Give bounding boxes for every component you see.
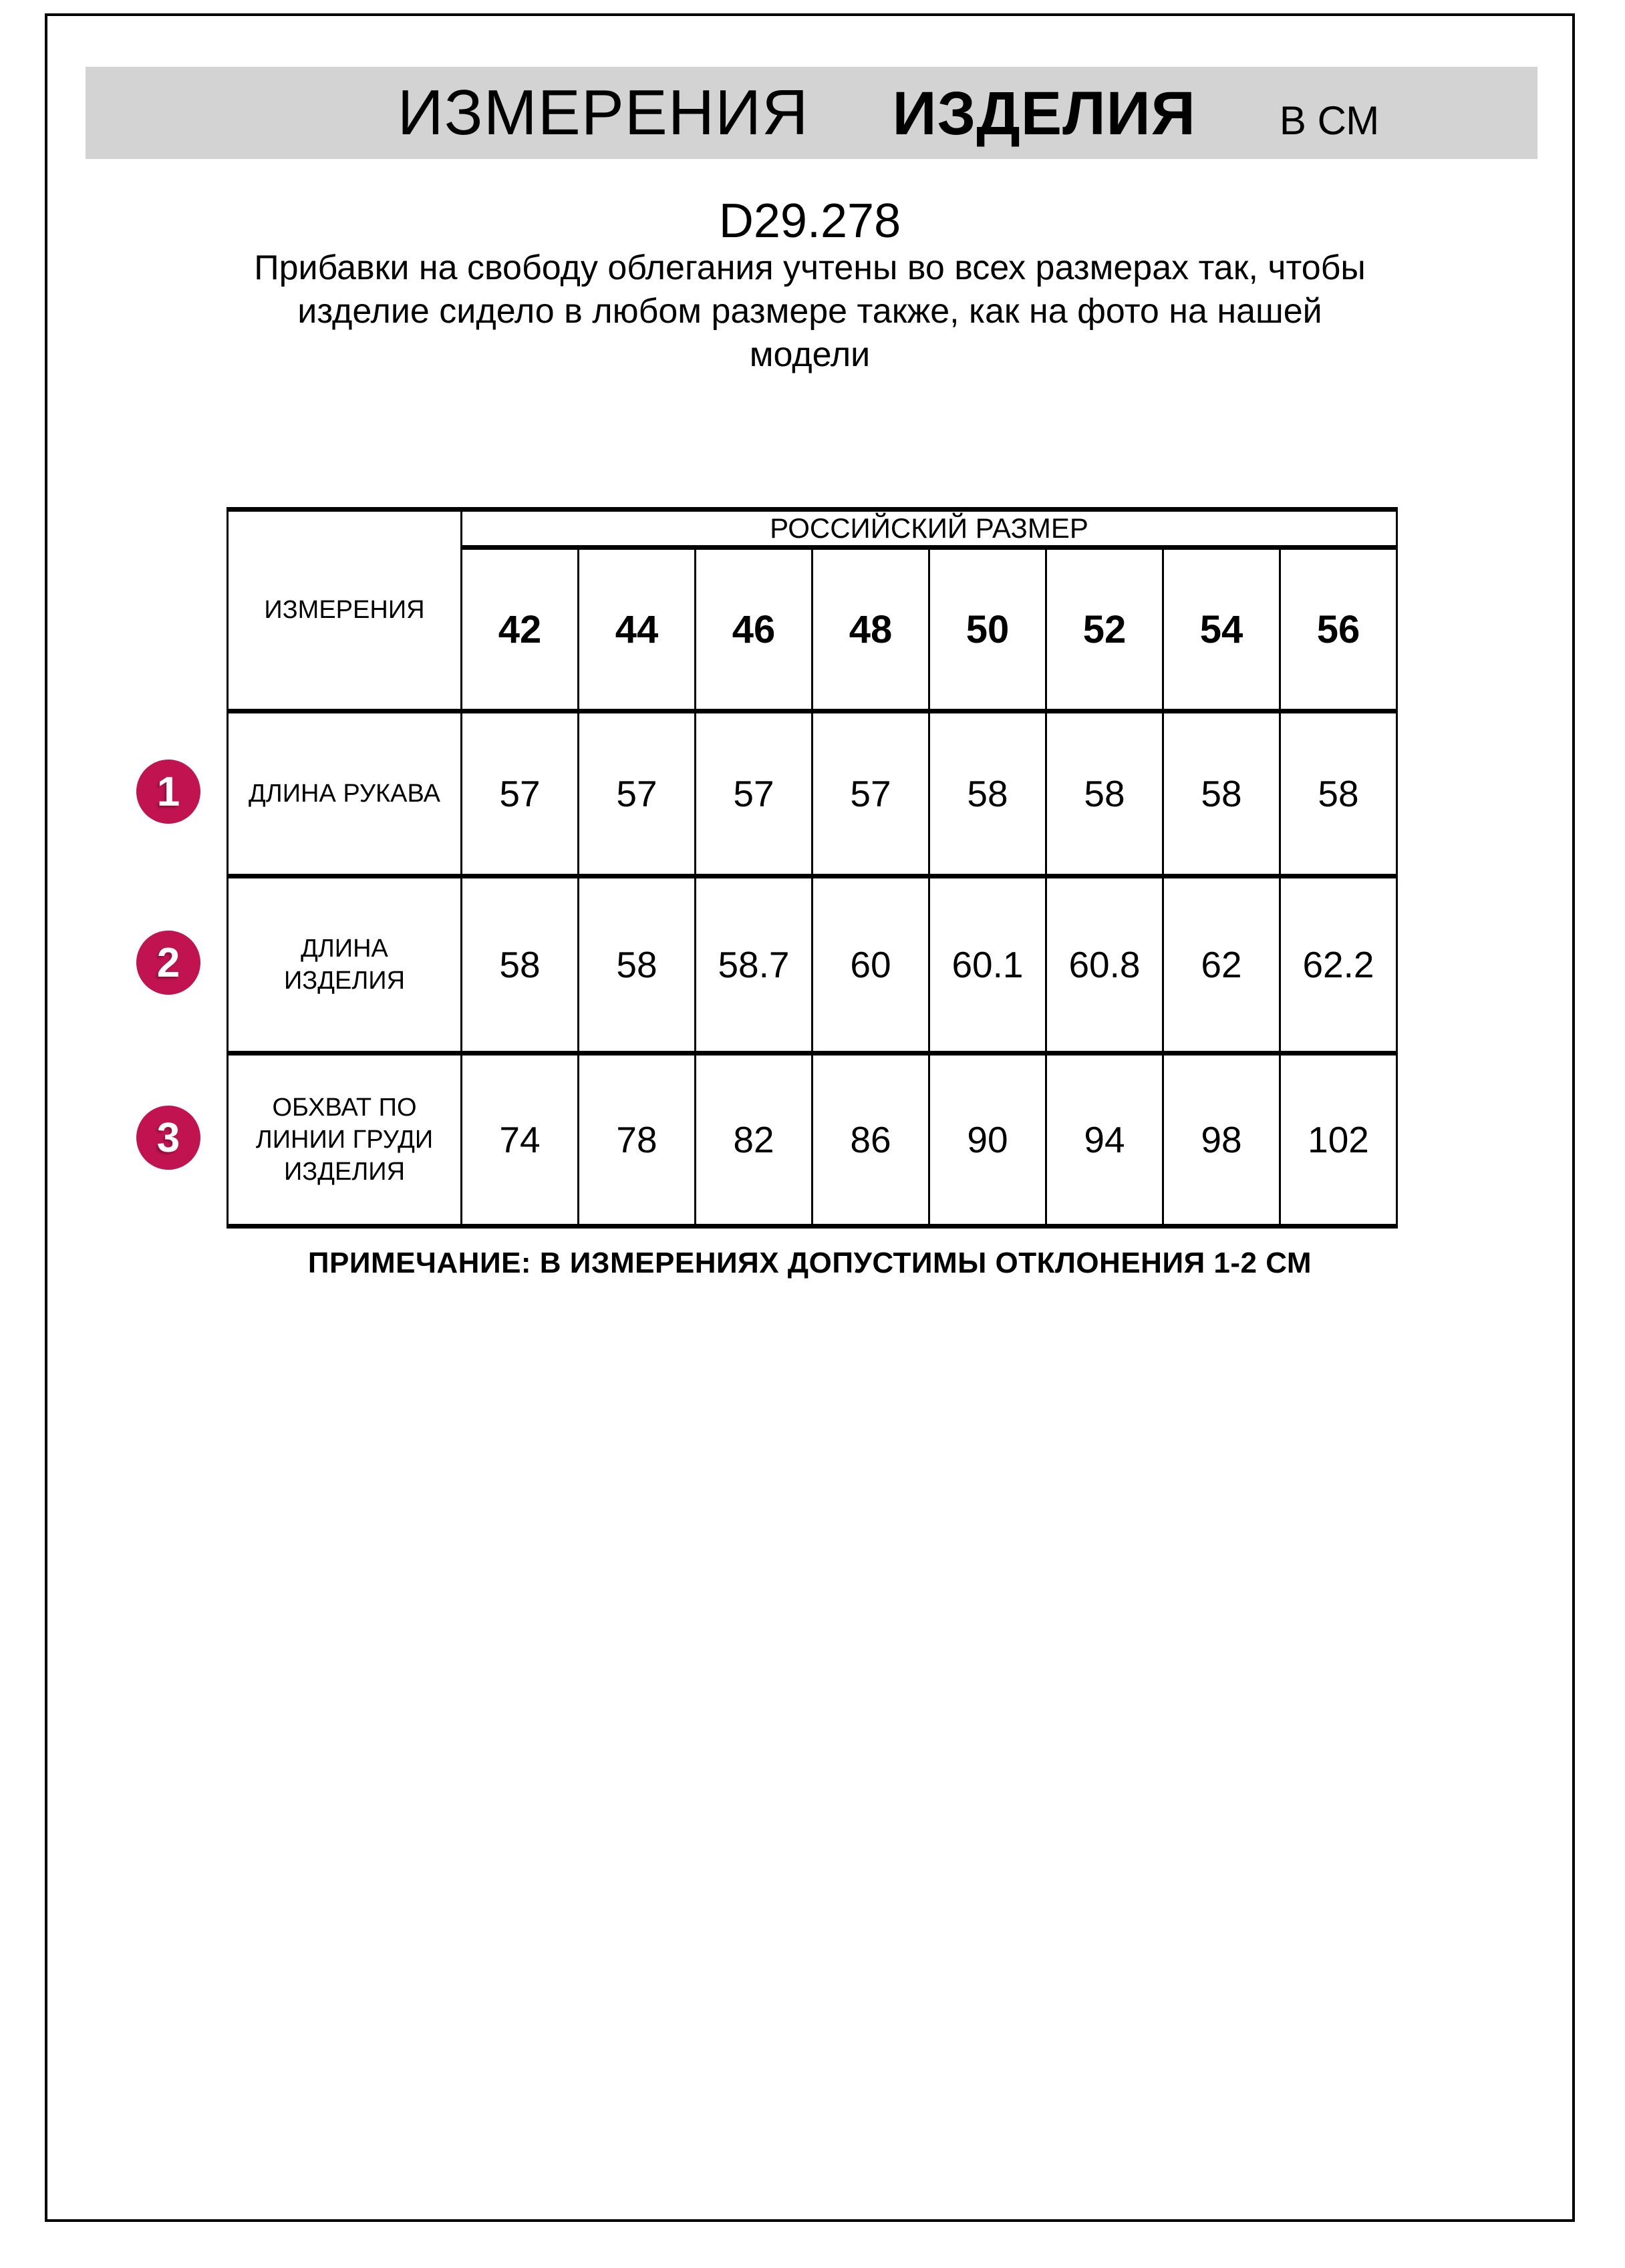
row-label-chest-girth: ОБХВАТ ПО ЛИНИИ ГРУДИ ИЗДЕЛИЯ [227, 1051, 462, 1229]
table-row-chest-girth: ОБХВАТ ПО ЛИНИИ ГРУДИ ИЗДЕЛИЯ 74 78 82 8… [227, 1051, 1398, 1229]
table-row-item-length: ДЛИНА ИЗДЕЛИЯ 58 58 58.7 60 60.1 60.8 62… [227, 874, 1398, 1056]
value-cell: 102 [1279, 1051, 1398, 1229]
size-header-42: 42 [460, 545, 579, 713]
value-cell: 57 [694, 709, 813, 878]
size-table: ИЗМЕРЕНИЯ РОССИЙСКИЙ РАЗМЕР 42 44 46 48 … [227, 507, 1398, 1229]
intro-line-3: модели [749, 335, 871, 374]
value-cell: 58 [928, 709, 1047, 878]
size-header-54: 54 [1162, 545, 1281, 713]
value-cell: 58.7 [694, 874, 813, 1056]
value-cell: 57 [577, 709, 696, 878]
value-cell: 62 [1162, 874, 1281, 1056]
value-cell: 58 [1045, 709, 1164, 878]
value-cell: 86 [811, 1051, 930, 1229]
row-label-sleeve-length: ДЛИНА РУКАВА [227, 709, 462, 878]
value-cell: 57 [811, 709, 930, 878]
value-cell: 78 [577, 1051, 696, 1229]
title-bar: ИЗМЕРЕНИЯ ИЗДЕЛИЯ В СМ [86, 67, 1537, 159]
title-measurements: ИЗМЕРЕНИЯ [397, 77, 809, 148]
value-cell: 60.1 [928, 874, 1047, 1056]
value-cell: 57 [460, 709, 579, 878]
row-label-line: ЛИНИИ ГРУДИ [255, 1126, 434, 1154]
row-number-badge-3: 3 [136, 1106, 200, 1170]
title-product: ИЗДЕЛИЯ [892, 79, 1196, 148]
value-cell: 58 [1279, 709, 1398, 878]
row-label-line: ИЗДЕЛИЯ [283, 967, 406, 995]
title-units: В СМ [1279, 98, 1380, 143]
tolerance-note: ПРИМЕЧАНИЕ: В ИЗМЕРЕНИЯХ ДОПУСТИМЫ ОТКЛО… [307, 1247, 1312, 1279]
table-row-sleeve-length: ДЛИНА РУКАВА 57 57 57 57 58 58 58 58 [227, 709, 1398, 878]
size-header-46: 46 [694, 545, 813, 713]
size-header-56: 56 [1279, 545, 1398, 713]
intro-paragraph: Прибавки на свободу облегания учтены во … [47, 247, 1572, 377]
size-header-row: 42 44 46 48 50 52 54 56 [228, 545, 1398, 713]
row-label-line: ИЗДЕЛИЯ [283, 1158, 406, 1186]
page-border-frame: ИЗМЕРЕНИЯ ИЗДЕЛИЯ В СМ D29.278 Прибавки … [45, 13, 1575, 2222]
size-header-48: 48 [811, 545, 930, 713]
value-cell: 62.2 [1279, 874, 1398, 1056]
size-header-50: 50 [928, 545, 1047, 713]
value-cell: 58 [1162, 709, 1281, 878]
value-cell: 82 [694, 1051, 813, 1229]
row-label-line: ДЛИНА РУКАВА [249, 780, 440, 808]
value-cell: 58 [460, 874, 579, 1056]
row-label-item-length: ДЛИНА ИЗДЕЛИЯ [227, 874, 462, 1056]
value-cell: 90 [928, 1051, 1047, 1229]
value-cell: 60.8 [1045, 874, 1164, 1056]
value-cell: 58 [577, 874, 696, 1056]
value-cell: 94 [1045, 1051, 1164, 1229]
product-code: D29.278 [718, 194, 901, 248]
measurements-column-header: ИЗМЕРЕНИЯ [227, 507, 462, 713]
intro-line-1: Прибавки на свободу облегания учтены во … [254, 249, 1366, 287]
russian-size-group-header: РОССИЙСКИЙ РАЗМЕР [460, 507, 1398, 550]
value-cell: 98 [1162, 1051, 1281, 1229]
row-number-badge-1: 1 [136, 760, 200, 824]
intro-line-2: изделие сидело в любом размере также, ка… [297, 292, 1322, 331]
row-label-line: ОБХВАТ ПО [272, 1094, 417, 1122]
size-header-52: 52 [1045, 545, 1164, 713]
value-cell: 60 [811, 874, 930, 1056]
size-header-44: 44 [577, 545, 696, 713]
row-label-line: ДЛИНА [301, 935, 388, 963]
value-cell: 74 [460, 1051, 579, 1229]
row-number-badge-2: 2 [136, 931, 200, 995]
table-group-header-row: ИЗМЕРЕНИЯ РОССИЙСКИЙ РАЗМЕР [227, 507, 1398, 713]
